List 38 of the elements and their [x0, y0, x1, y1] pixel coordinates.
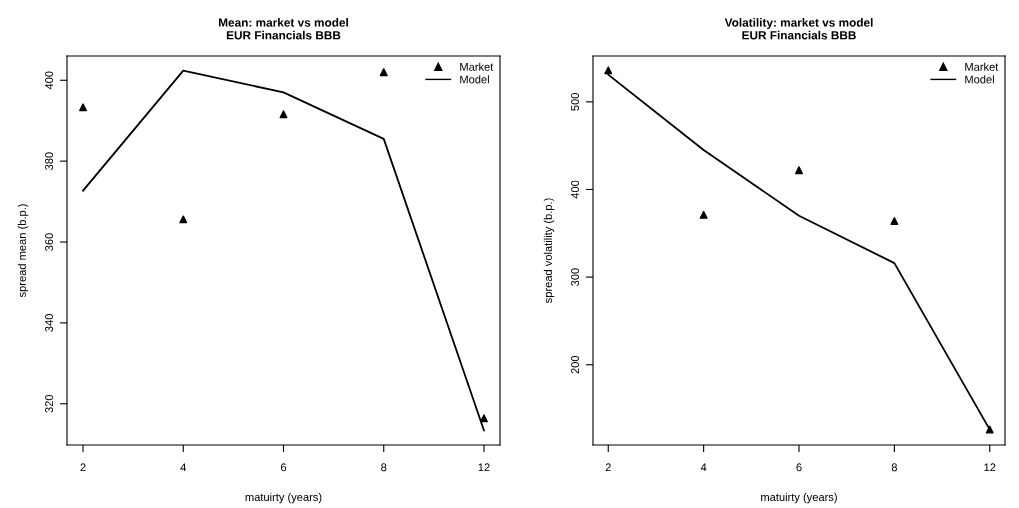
x-tick-label: 2	[605, 463, 611, 472]
y-tick-label: 200	[571, 355, 579, 374]
point	[890, 217, 899, 225]
legend-label: Market	[965, 62, 999, 71]
point	[179, 215, 188, 224]
y-tick-label: 340	[45, 314, 53, 332]
y-tick-label: 400	[45, 71, 53, 90]
chart-title: Mean: market vs model EUR Financials BBB	[219, 18, 348, 40]
point	[699, 210, 708, 219]
legend-label: Model	[460, 75, 489, 84]
y-tick-label: 500	[571, 93, 579, 111]
x-tick-label: 6	[280, 463, 287, 472]
point	[379, 68, 388, 77]
y-axis-title: spread mean (b.p.)	[17, 204, 29, 298]
point	[795, 166, 803, 175]
legend-label: Market	[460, 62, 494, 71]
y-tick-label: 320	[45, 394, 53, 413]
y-tick-label: 400	[571, 180, 579, 199]
point	[480, 414, 488, 423]
x-tick-label: 12	[984, 463, 996, 472]
x-tick-label: 4	[700, 463, 707, 472]
y-tick-label: 360	[45, 233, 53, 251]
x-axis-title: matuirty (years)	[761, 492, 837, 504]
y-tick-label: 380	[45, 152, 53, 170]
x-axis-title: matuirty (years)	[245, 492, 322, 504]
x-tick-label: 8	[891, 463, 897, 472]
x-tick-label: 6	[796, 463, 802, 472]
legend-label: Model	[965, 75, 994, 84]
y-axis-title: spread volatility (b.p.)	[543, 198, 555, 303]
chart-title: Volatility: market vs model EUR Financials BBB	[724, 18, 873, 40]
x-tick-label: 12	[478, 463, 490, 472]
point	[985, 425, 994, 434]
point	[604, 66, 613, 75]
x-tick-label: 8	[381, 463, 387, 472]
point	[279, 110, 288, 119]
x-tick-label: 2	[80, 463, 86, 472]
x-tick-label: 4	[180, 463, 187, 472]
y-tick-label: 300	[571, 268, 579, 286]
